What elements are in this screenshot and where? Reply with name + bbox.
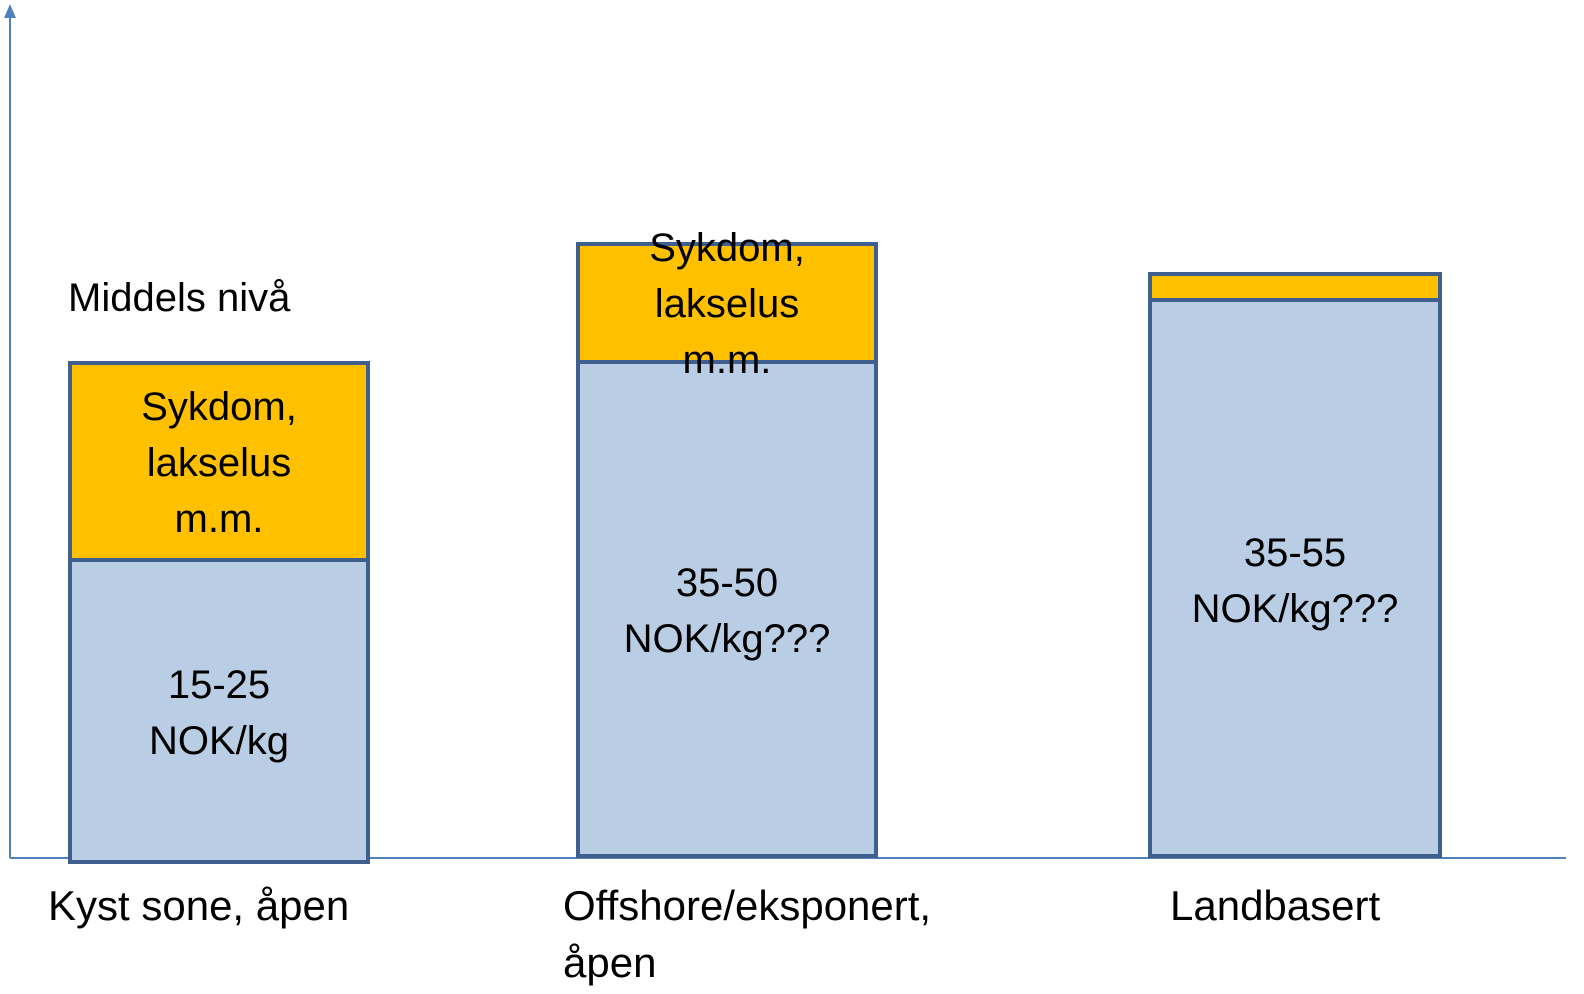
base-box [576,360,878,858]
base-label: 35-55 NOK/kg??? [1191,531,1399,631]
axis-arrow [4,4,16,18]
base-box [68,558,370,864]
top-box [1148,272,1442,302]
note-label: Middels nivå [68,276,291,320]
base-label: 15-25 NOK/kg [148,663,290,763]
category-label: Offshore/eksponert, åpen [563,882,932,986]
base-label: 35-50 NOK/kg??? [623,561,831,661]
base-box [1148,298,1442,858]
top-box [576,242,878,364]
bars [68,242,1442,864]
category-label: Kyst sone, åpen [48,882,350,929]
top-label: Sykdom, lakselus m.m. [141,385,297,541]
category-label: Landbasert [1170,882,1381,929]
top-label: Sykdom, lakselus m.m. [649,226,805,382]
top-box [68,361,370,562]
